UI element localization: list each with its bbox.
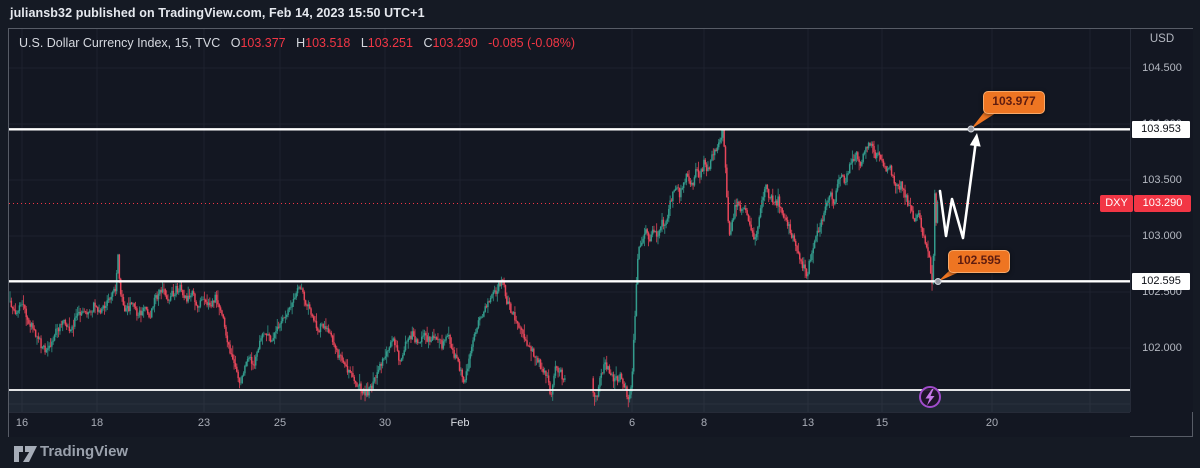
- time-tick-label: Feb: [450, 417, 470, 429]
- lightning-bolt-icon: [925, 389, 935, 406]
- candle-bodies-down: [10, 130, 937, 400]
- attribution-bar: juliansb32 published on TradingView.com,…: [0, 0, 1200, 28]
- footer-bar: TradingView: [0, 437, 1200, 468]
- price-tick-label: 103.000: [1142, 230, 1182, 242]
- time-axis[interactable]: 16 18 23 25 30 Feb 6 8 13 15 20: [9, 412, 1130, 437]
- price-line-label-upper: 103.953: [1132, 120, 1190, 138]
- price-tick-label: 103.500: [1142, 174, 1182, 186]
- symbol-title: U.S. Dollar Currency Index, 15, TVC: [19, 36, 221, 50]
- time-tick-label: 25: [273, 417, 287, 429]
- symbol-chip: DXY: [1100, 195, 1133, 213]
- open-label: O: [230, 36, 241, 50]
- chart-frame: U.S. Dollar Currency Index, 15, TVC O103…: [8, 28, 1193, 437]
- change-value: -0.085 (-0.08%): [488, 36, 576, 50]
- symbol-header[interactable]: U.S. Dollar Currency Index, 15, TVC O103…: [19, 36, 575, 50]
- price-tick-label: 104.500: [1142, 62, 1182, 74]
- attribution-text: juliansb32 published on TradingView.com,…: [10, 6, 425, 20]
- close-value: 103.290: [432, 36, 478, 50]
- zigzag-arrow-head: [969, 133, 981, 147]
- candle-wicks-down: [10, 128, 937, 408]
- time-tick-label: 20: [985, 417, 999, 429]
- callout-anchor-dot-2: [934, 278, 942, 285]
- callout-tail-1: [971, 111, 999, 129]
- candle-wicks-up: [9, 128, 938, 403]
- grid-lines: [9, 29, 1130, 412]
- price-line-label-lower: 102.595: [1132, 272, 1190, 290]
- price-tick-label: 102.000: [1142, 342, 1182, 354]
- time-tick-label: 30: [378, 417, 392, 429]
- currency-label: USD: [1149, 33, 1175, 45]
- candle-bodies-up: [16, 130, 939, 400]
- low-label: L: [360, 36, 368, 50]
- low-value: 103.251: [367, 36, 413, 50]
- tradingview-brand-text: TradingView: [40, 443, 129, 460]
- price-callout-upper[interactable]: 103.977: [983, 91, 1045, 114]
- open-value: 103.377: [240, 36, 286, 50]
- time-tick-label: 8: [700, 417, 708, 429]
- time-tick-label: 13: [801, 417, 815, 429]
- chart-plot-canvas[interactable]: [9, 29, 1130, 412]
- zigzag-arrow-line: [938, 143, 977, 240]
- high-label: H: [296, 36, 306, 50]
- high-value: 103.518: [305, 36, 351, 50]
- lower-zone-band: [9, 390, 1130, 412]
- price-axis[interactable]: 102.000102.500103.000103.500104.000104.5…: [1130, 29, 1193, 412]
- callout-anchor-dot-1: [967, 125, 975, 133]
- time-tick-label: 6: [628, 417, 636, 429]
- time-tick-label: 15: [875, 417, 889, 429]
- tradingview-logo-icon: [14, 446, 37, 462]
- price-callout-lower[interactable]: 102.595: [948, 250, 1010, 273]
- time-tick-label: 16: [15, 417, 29, 429]
- close-label: C: [423, 36, 433, 50]
- time-tick-label: 18: [90, 417, 104, 429]
- time-tick-label: 23: [197, 417, 211, 429]
- last-price-chip: 103.290: [1134, 195, 1191, 213]
